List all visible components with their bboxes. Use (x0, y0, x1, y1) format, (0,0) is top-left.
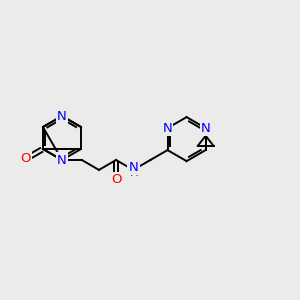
Text: N: N (57, 154, 67, 166)
Text: N: N (201, 122, 211, 135)
Text: N: N (163, 122, 172, 135)
Text: N: N (57, 110, 67, 122)
Text: O: O (111, 173, 121, 186)
Text: O: O (21, 152, 31, 165)
Text: H: H (130, 167, 139, 179)
Text: N: N (128, 161, 138, 174)
